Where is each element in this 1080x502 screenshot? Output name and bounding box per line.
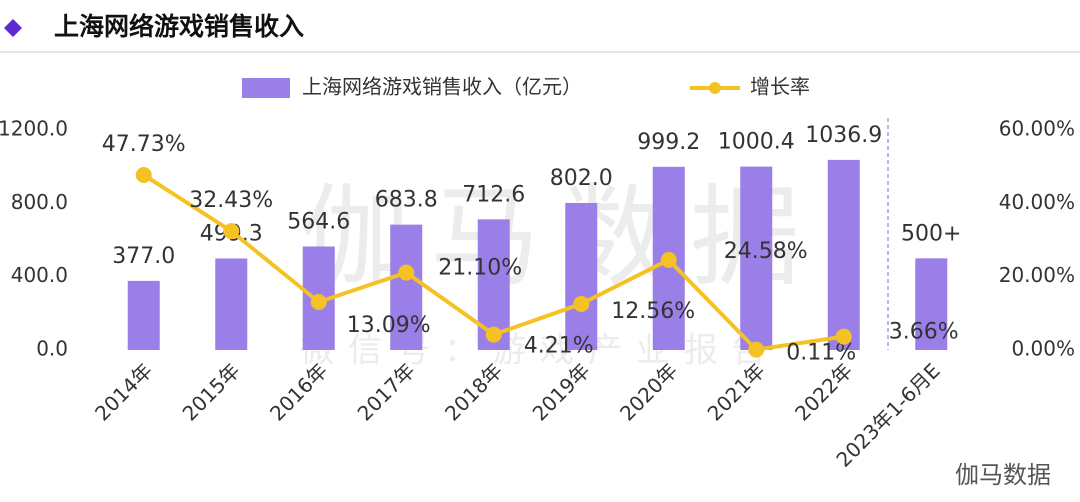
chart-title: 上海网络游戏销售收入 — [54, 12, 304, 41]
line-point — [835, 328, 852, 345]
y2-tick-label: 60.00% — [999, 117, 1075, 141]
line-value-label: 32.43% — [189, 188, 273, 213]
bar-value-label: 802.0 — [550, 166, 613, 191]
line-value-label: 24.58% — [724, 239, 808, 264]
bar-value-label: 712.6 — [462, 182, 525, 207]
line-value-label: 0.11% — [786, 341, 856, 366]
bar — [127, 280, 160, 350]
y2-tick-label: 0.00% — [1011, 337, 1075, 361]
line-value-label: 47.73% — [102, 132, 186, 157]
line-point — [660, 251, 677, 268]
line-point — [748, 341, 765, 358]
bar-value-label: 500+ — [901, 221, 961, 246]
bar-value-label: 999.2 — [637, 130, 700, 155]
bar — [827, 159, 860, 350]
y2-tick-label: 20.00% — [999, 263, 1075, 287]
legend-label: 上海网络游戏销售收入（亿元） — [302, 75, 582, 99]
bar — [915, 258, 948, 350]
bar-value-label: 564.6 — [287, 209, 350, 234]
line-value-label: 13.09% — [347, 313, 431, 338]
line-point — [573, 295, 590, 312]
line-value-label: 21.10% — [438, 256, 522, 281]
bar-value-label: 1036.9 — [805, 123, 882, 148]
bar — [390, 224, 423, 350]
legend-swatch — [709, 82, 721, 94]
bar-value-label: 1000.4 — [718, 130, 795, 155]
line-value-label: 12.56% — [611, 299, 695, 324]
y-tick-label: 800.0 — [11, 190, 68, 214]
x-tick-label: 2022年 — [790, 358, 857, 425]
x-tick-label: 2015年 — [178, 358, 245, 425]
watermark: 微信号：游戏产业报告 — [300, 331, 780, 371]
legend-swatch — [242, 78, 290, 98]
x-tick-label: 2016年 — [265, 358, 332, 425]
title-marker — [4, 19, 22, 37]
line-point — [398, 264, 415, 281]
source-mark: 伽马数据 — [955, 461, 1051, 489]
line-point — [135, 166, 152, 183]
bar — [565, 202, 598, 350]
bar — [740, 166, 773, 350]
y-tick-label: 0.0 — [36, 337, 68, 361]
y2-tick-label: 40.00% — [999, 190, 1075, 214]
line-value-label: 3.66% — [889, 320, 959, 345]
line-point — [223, 223, 240, 240]
y-tick-label: 400.0 — [11, 263, 68, 287]
bar-value-label: 377.0 — [112, 244, 175, 269]
bar — [215, 258, 248, 350]
line-point — [310, 294, 327, 311]
line-value-label: 4.21% — [524, 334, 594, 359]
x-tick-label: 2014年 — [90, 358, 157, 425]
line-point — [485, 326, 502, 343]
legend-label: 增长率 — [750, 75, 810, 99]
y-tick-label: 1200.0 — [0, 117, 68, 141]
bar-value-label: 683.8 — [375, 188, 438, 213]
